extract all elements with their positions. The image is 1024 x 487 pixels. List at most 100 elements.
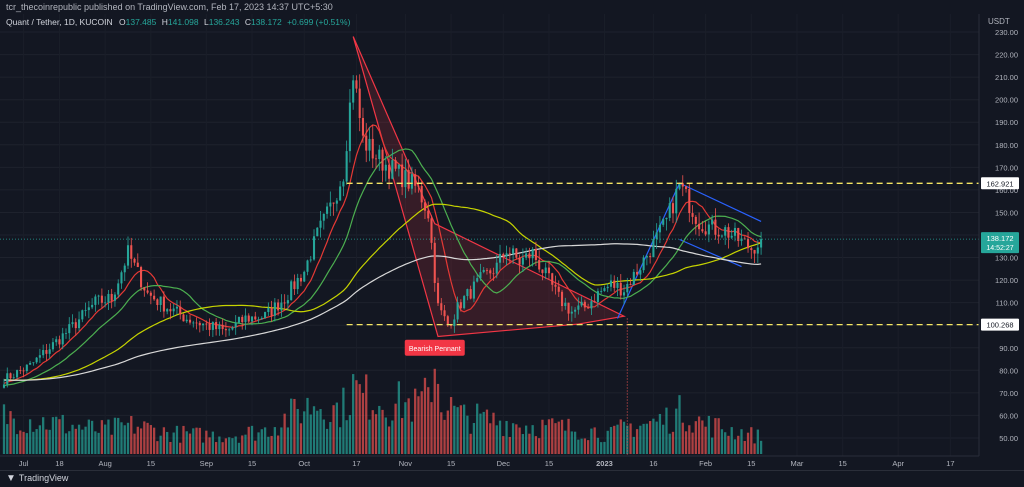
price-tick-label: 120.00 (995, 276, 1018, 285)
volume-bar (498, 420, 502, 454)
volume-bar (51, 417, 55, 454)
candle-body (714, 219, 717, 235)
candle-body (104, 302, 107, 304)
volume-bar (407, 398, 410, 454)
candle-body (414, 174, 417, 186)
candle-body (64, 333, 68, 334)
volume-bar (28, 419, 32, 454)
price-chart[interactable]: Bearish Pennant USDT 50.00 60.00 70.00 80.0… (0, 14, 1024, 470)
volume-bar (737, 435, 740, 454)
volume-bar (567, 418, 570, 454)
volume-bar (420, 391, 423, 454)
price-tick-label: 180.00 (995, 141, 1018, 150)
volume-bar (35, 429, 38, 454)
volume-bar (492, 412, 495, 454)
volume-bar (648, 421, 652, 454)
volume-bar (600, 442, 603, 454)
candle-body (326, 206, 329, 214)
volume-bar (280, 427, 283, 454)
time-tick-label: 15 (839, 459, 847, 468)
candle-body (332, 202, 335, 204)
volume-bar (182, 425, 185, 454)
candle-body (694, 216, 697, 224)
volume-bar (286, 427, 290, 454)
volume-bar (358, 384, 361, 454)
volume-bar (691, 432, 694, 454)
volume-bar (554, 423, 557, 454)
candle-body (68, 324, 71, 334)
volume-bar (580, 438, 583, 454)
volume-bar (639, 425, 642, 454)
volume-bar (338, 427, 342, 454)
candles (2, 74, 763, 389)
candle-body (257, 319, 260, 321)
volume-bar (218, 436, 221, 454)
volume-bar (355, 380, 358, 454)
candle-body (293, 281, 296, 290)
time-tick-label: Feb (699, 459, 712, 468)
volume-bar (329, 422, 332, 454)
candle-body (202, 323, 205, 326)
legend-ohlc-l-value: 136.243 (209, 17, 240, 27)
candle-body (374, 158, 378, 160)
candle-body (365, 135, 368, 151)
volume-bar (61, 414, 64, 454)
volume-bar (172, 432, 175, 454)
candle-body (502, 253, 505, 257)
candle-body (87, 307, 90, 311)
volume-bar (267, 436, 270, 454)
volume-bar (208, 437, 211, 454)
volume-bar (485, 409, 489, 454)
volume-bar (626, 425, 629, 454)
candle-body (120, 272, 123, 284)
candle-body (681, 183, 684, 187)
candle-body (498, 253, 502, 263)
candle-body (48, 349, 51, 354)
volume-bar (759, 440, 763, 454)
volume-bar (166, 431, 169, 454)
candle-body (371, 138, 374, 159)
candle-body (296, 277, 299, 290)
volume-bar (201, 442, 205, 454)
candle-body (626, 283, 629, 293)
candle-body (237, 316, 241, 323)
volume-bar (120, 422, 123, 454)
candle-body (208, 323, 211, 330)
volume-bar (139, 428, 143, 454)
candle-body (133, 258, 136, 263)
volume-bar (162, 427, 166, 454)
volume-bar (254, 440, 257, 454)
volume-bar (228, 437, 231, 454)
volume-bar (384, 417, 387, 454)
candle-body (518, 257, 521, 265)
price-tick-label: 50.00 (999, 434, 1018, 443)
candle-body (423, 202, 427, 211)
last-price-text: 138.172 (986, 234, 1013, 243)
tradingview-logo[interactable]: ▼ TradingView (6, 473, 68, 484)
candle-body (756, 247, 759, 254)
volume-bar (668, 433, 671, 454)
candle-body (188, 319, 192, 323)
candle-body (512, 248, 515, 254)
volume-bar (489, 423, 492, 454)
volume-bar (156, 441, 159, 454)
volume-bar (107, 419, 110, 454)
time-tick-label: Mar (791, 459, 804, 468)
volume-bar (505, 420, 508, 454)
candle-body (554, 284, 557, 287)
candle-body (724, 227, 727, 236)
time-tick-label: 17 (352, 459, 360, 468)
volume-bar (64, 433, 68, 454)
candle-body (430, 218, 433, 243)
candle-body (596, 291, 599, 303)
price-tick-label: 160.00 (995, 186, 1018, 195)
candle-body (342, 181, 345, 187)
volume-bar (12, 418, 15, 454)
volume-bar (564, 430, 567, 454)
volume-bar (456, 407, 459, 454)
time-tick-label: 15 (447, 459, 455, 468)
candle-body (322, 213, 325, 221)
volume-bar (368, 419, 371, 454)
candle-body (459, 302, 462, 309)
volume-bar (397, 381, 401, 454)
